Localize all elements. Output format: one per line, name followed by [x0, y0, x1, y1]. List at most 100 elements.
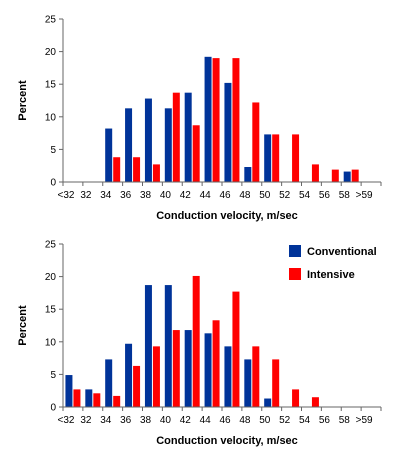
- top-bar-intensive-10: [272, 134, 280, 182]
- top-bar-intensive-4: [152, 164, 160, 182]
- bottom-x-tick-label: 38: [140, 415, 152, 426]
- top-bar-conventional-5: [164, 108, 172, 182]
- bottom-y-tick-label: 20: [45, 272, 57, 283]
- bottom-x-tick-label: 58: [339, 415, 351, 426]
- top-bar-conventional-10: [264, 134, 272, 182]
- chart-bottom: 0 5 10 15 20 25 <32 32 34 36 38 40 42 44 46 48 50 52 54 56 5…: [17, 240, 382, 447]
- bottom-y-tick-label: 5: [50, 370, 56, 381]
- top-bar-intensive-3: [133, 157, 141, 182]
- bottom-x-tick-label: 52: [279, 415, 291, 426]
- bottom-bar-intensive-2: [113, 395, 121, 407]
- bottom-x-tick-label: 46: [219, 415, 231, 426]
- top-x-tick-label: 50: [259, 190, 271, 201]
- top-x-tick-label: 32: [80, 190, 92, 201]
- top-x-tick-label: 58: [339, 190, 351, 201]
- bottom-x-tick-label: <32: [58, 415, 75, 426]
- top-y-tick-label: 0: [50, 178, 56, 189]
- top-bar-intensive-8: [232, 58, 240, 183]
- bottom-bar-intensive-11: [292, 389, 300, 407]
- top-bar-conventional-2: [105, 128, 113, 182]
- top-x-tick-label: 52: [279, 190, 291, 201]
- top-bar-intensive-12: [311, 164, 319, 182]
- bottom-bar-conventional-2: [105, 359, 113, 407]
- top-bar-conventional-6: [184, 92, 192, 182]
- top-bar-conventional-4: [144, 98, 152, 182]
- bottom-y-tick-label: 25: [45, 240, 57, 251]
- top-bar-intensive-13: [331, 169, 339, 182]
- top-x-tick-label: 42: [180, 190, 192, 201]
- bottom-x-tick-label: 56: [319, 415, 331, 426]
- bottom-x-tick-label: 42: [180, 415, 192, 426]
- bottom-bar-conventional-0: [65, 375, 73, 407]
- chart-top: 0 5 10 15 20 25 <32 32 34 36 38 40 42 44 46 48 50 52 54 56 5…: [17, 15, 382, 222]
- top-y-tick-label: 15: [45, 80, 57, 91]
- bottom-legend-label-conventional: Conventional: [307, 246, 377, 258]
- bottom-legend-swatch-conventional: [289, 245, 301, 257]
- bottom-bar-conventional-5: [164, 285, 172, 407]
- top-bar-intensive-11: [292, 134, 300, 182]
- bottom-bar-conventional-4: [144, 285, 152, 407]
- bottom-x-tick-label: 54: [299, 415, 311, 426]
- top-y-tick-label: 5: [50, 145, 56, 156]
- top-x-tick-label: 54: [299, 190, 311, 201]
- top-x-tick-label: 48: [239, 190, 251, 201]
- bottom-bar-conventional-3: [125, 343, 133, 407]
- bottom-bar-intensive-8: [232, 291, 240, 407]
- bottom-bar-conventional-9: [244, 359, 252, 407]
- top-bar-intensive-7: [212, 58, 220, 183]
- top-x-tick-label: 36: [120, 190, 132, 201]
- bottom-bar-intensive-0: [73, 389, 81, 407]
- bottom-x-tick-label: >59: [356, 415, 373, 426]
- top-bar-conventional-3: [125, 108, 133, 182]
- top-x-tick-label: 56: [319, 190, 331, 201]
- top-bar-intensive-2: [113, 157, 121, 182]
- top-bar-conventional-14: [343, 171, 351, 182]
- bottom-bar-conventional-8: [224, 346, 232, 407]
- bottom-x-tick-label: 32: [80, 415, 92, 426]
- top-bar-conventional-8: [224, 82, 232, 182]
- bottom-y-tick-label: 0: [50, 403, 56, 414]
- top-x-tick-label: 34: [100, 190, 112, 201]
- top-y-tick-label: 25: [45, 15, 57, 26]
- bottom-x-tick-label: 36: [120, 415, 132, 426]
- top-bar-conventional-9: [244, 167, 252, 182]
- bottom-bar-intensive-9: [252, 346, 260, 407]
- bottom-legend-swatch-intensive: [289, 268, 301, 280]
- top-bar-intensive-9: [252, 102, 260, 182]
- bottom-bar-intensive-12: [311, 397, 319, 407]
- bottom-bar-conventional-6: [184, 330, 192, 407]
- bottom-x-tick-label: 48: [239, 415, 251, 426]
- bottom-y-axis-title: Percent: [17, 305, 29, 346]
- bottom-y-tick-label: 15: [45, 305, 57, 316]
- bottom-bar-intensive-7: [212, 320, 220, 407]
- top-x-tick-label: <32: [58, 190, 75, 201]
- top-bar-intensive-6: [192, 125, 200, 182]
- bottom-bar-intensive-3: [133, 365, 141, 407]
- top-bar-intensive-5: [172, 92, 180, 182]
- top-y-tick-label: 20: [45, 47, 57, 58]
- bottom-legend-label-intensive: Intensive: [307, 269, 355, 281]
- top-x-tick-label: >59: [356, 190, 373, 201]
- bottom-x-tick-label: 40: [160, 415, 172, 426]
- bottom-x-tick-label: 44: [200, 415, 212, 426]
- bottom-bar-intensive-6: [192, 275, 200, 407]
- top-x-tick-label: 46: [219, 190, 231, 201]
- top-x-axis-title: Conduction velocity, m/sec: [156, 210, 298, 222]
- bottom-x-axis-title: Conduction velocity, m/sec: [156, 435, 298, 447]
- top-bar-conventional-7: [204, 56, 212, 182]
- bottom-y-tick-label: 10: [45, 337, 57, 348]
- bottom-x-tick-label: 34: [100, 415, 112, 426]
- bottom-bar-intensive-1: [93, 393, 101, 407]
- bottom-bar-intensive-10: [272, 359, 280, 407]
- bottom-x-tick-label: 50: [259, 415, 271, 426]
- bottom-bar-conventional-7: [204, 333, 212, 407]
- top-y-axis-title: Percent: [17, 80, 29, 121]
- top-y-tick-label: 10: [45, 112, 57, 123]
- bottom-bar-intensive-4: [152, 346, 160, 407]
- top-x-tick-label: 44: [200, 190, 212, 201]
- top-bar-intensive-14: [351, 169, 359, 182]
- bottom-bar-conventional-10: [264, 398, 272, 407]
- bottom-bar-conventional-1: [85, 389, 93, 407]
- top-x-tick-label: 38: [140, 190, 152, 201]
